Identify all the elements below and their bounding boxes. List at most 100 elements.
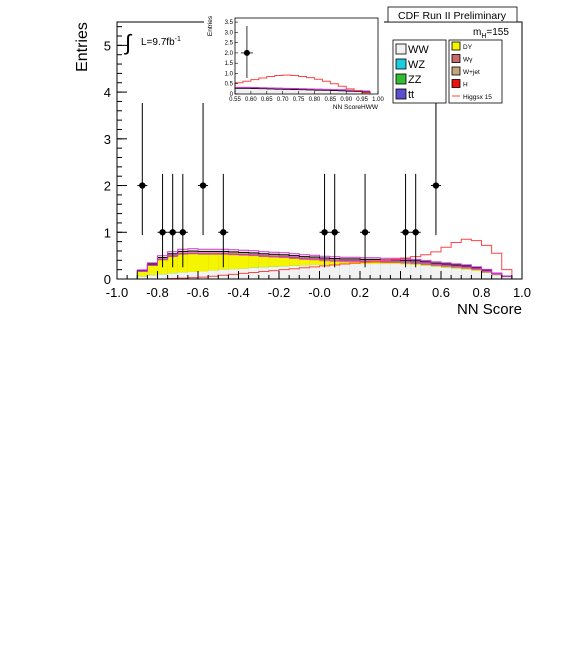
inset-bg-bar-2: [250, 88, 259, 94]
x-tick-label-9: 0.8: [472, 285, 490, 300]
bar-WW-12: [258, 267, 269, 279]
inset-bg-bar-3: [258, 88, 267, 94]
inset-background: [204, 7, 384, 113]
x-tick-label-6: 0.2: [351, 285, 369, 300]
data-point-9: [402, 229, 409, 236]
inset-y-tick-label-7: 3.5: [225, 20, 234, 26]
x-tick-label-1: -0.8: [146, 285, 168, 300]
legend-swatch-zz: [395, 73, 407, 85]
inset-bg-bar-6: [282, 89, 291, 94]
y-axis-title: Entries: [74, 22, 91, 72]
bar-DY-7: [208, 254, 219, 279]
inset-bg-bar-14: [346, 91, 355, 94]
lumi-label: L=9.7fb-1: [141, 36, 181, 48]
lumi-integral: ∫: [123, 30, 133, 55]
inset-x-tick-label-7: 0.90: [340, 97, 352, 103]
inset-frame: [234, 17, 379, 95]
inset-uncertainty: [235, 86, 371, 92]
legend-label-higgsx15: Higgsx 15: [463, 94, 492, 101]
background-outline: [136, 250, 513, 279]
legend-swatch-h: [451, 79, 461, 88]
inset-y-tick-label-5: 2.5: [225, 41, 234, 47]
data-point-3: [179, 229, 187, 236]
bar-WW-18: [319, 264, 330, 279]
data-point-10: [412, 229, 419, 236]
mass-label: mH=155: [473, 27, 509, 40]
inset-y-tick-label-4: 2.0: [225, 51, 234, 57]
x-axis-title: NN Score: [457, 301, 522, 318]
inset-bg-outline: [234, 87, 371, 94]
bar-DY-3: [167, 257, 178, 279]
bar-WW-36: [501, 277, 512, 279]
bar-WW-17: [309, 264, 320, 279]
inset-bg-bar-8: [298, 89, 307, 94]
inset-y-tick-label-3: 1.5: [225, 61, 234, 67]
x-tick-label-2: -0.6: [187, 285, 209, 300]
bar-WW-21: [349, 264, 360, 279]
data-point-8: [361, 229, 369, 236]
bar-DY-5: [187, 254, 198, 279]
inset-x-tick-label-4: 0.75: [293, 97, 305, 103]
bar-WW-32: [461, 269, 472, 279]
bar-WW-25: [390, 264, 401, 279]
x-tick-label-10: 1.0: [513, 285, 531, 300]
legend-swatch-wjet: [451, 66, 461, 76]
legend-swatch-tt: [395, 88, 407, 100]
bar-WW-4: [177, 272, 188, 279]
inset-signal-line: [234, 74, 371, 94]
bar-WW-20: [339, 264, 350, 279]
legend-label-wz: WZ: [408, 59, 425, 71]
data-point-4: [199, 182, 207, 189]
legend-swatch-wz: [395, 58, 407, 70]
legend-swatch-w: [451, 54, 461, 63]
bar-WW-1: [147, 275, 158, 279]
mass-label-value: =155: [486, 27, 509, 38]
bar-DY-0: [137, 271, 148, 279]
inset-bg-bar-5: [274, 89, 283, 94]
header-box: [387, 6, 518, 23]
inset-y-axis-title: Entries: [207, 15, 214, 36]
legend-label-h: H: [463, 82, 468, 89]
x-tick-label-0: -1.0: [106, 285, 128, 300]
x-tick-label-5: -0.0: [308, 285, 330, 300]
bar-WW-8: [218, 269, 229, 279]
inset-bg-bar-0: [235, 88, 243, 94]
inset-x-tick-label-8: 0.95: [356, 97, 368, 103]
inset-x-tick-label-3: 0.70: [277, 97, 289, 103]
legend-label-w: Wγ: [463, 57, 473, 64]
bar-WW-23: [370, 264, 381, 279]
inset-y-tick-label-2: 1.0: [225, 71, 234, 77]
inset-x-axis-title: NN ScoreHWW: [333, 104, 379, 111]
y-tick-label-1: 1: [104, 225, 111, 240]
inset-x-tick-label-9: 1.00: [372, 97, 384, 103]
bar-WW-3: [167, 273, 178, 279]
data-point-11: [432, 182, 440, 189]
bar-WW-15: [289, 265, 300, 279]
inset-x-tick-label-0: 0.55: [229, 97, 241, 103]
bar-WW-14: [279, 266, 290, 279]
data-point-1: [159, 229, 166, 236]
inset-bg-bar-1: [242, 88, 251, 94]
inset-bg-bar-10: [314, 90, 323, 94]
bar-DY-2: [157, 260, 168, 279]
bar-WW-11: [248, 267, 259, 279]
inset-bg-bar-12: [330, 90, 339, 94]
bar-WW-2: [157, 274, 168, 279]
x-tick-label-8: 0.6: [432, 285, 450, 300]
legend-swatch-dy: [451, 41, 461, 51]
header-text: CDF Run II Preliminary: [398, 10, 507, 22]
data-point-5: [220, 229, 227, 236]
legend-label-wjet: W+jet: [463, 69, 480, 76]
data-point-2: [169, 229, 176, 236]
inset-x-tick-label-2: 0.65: [261, 97, 273, 103]
bar-DY-10: [238, 255, 249, 279]
inset-x-tick-label-5: 0.80: [309, 97, 321, 103]
bar-WW-24: [380, 264, 391, 279]
inset-y-tick-label-6: 3.0: [225, 30, 234, 36]
lumi-exp: -1: [175, 36, 181, 43]
bar-WW-30: [441, 267, 452, 279]
bar-WW-28: [420, 265, 431, 279]
bar-WW-22: [360, 264, 371, 279]
bar-WW-31: [451, 268, 462, 279]
bar-DY-6: [198, 254, 209, 279]
